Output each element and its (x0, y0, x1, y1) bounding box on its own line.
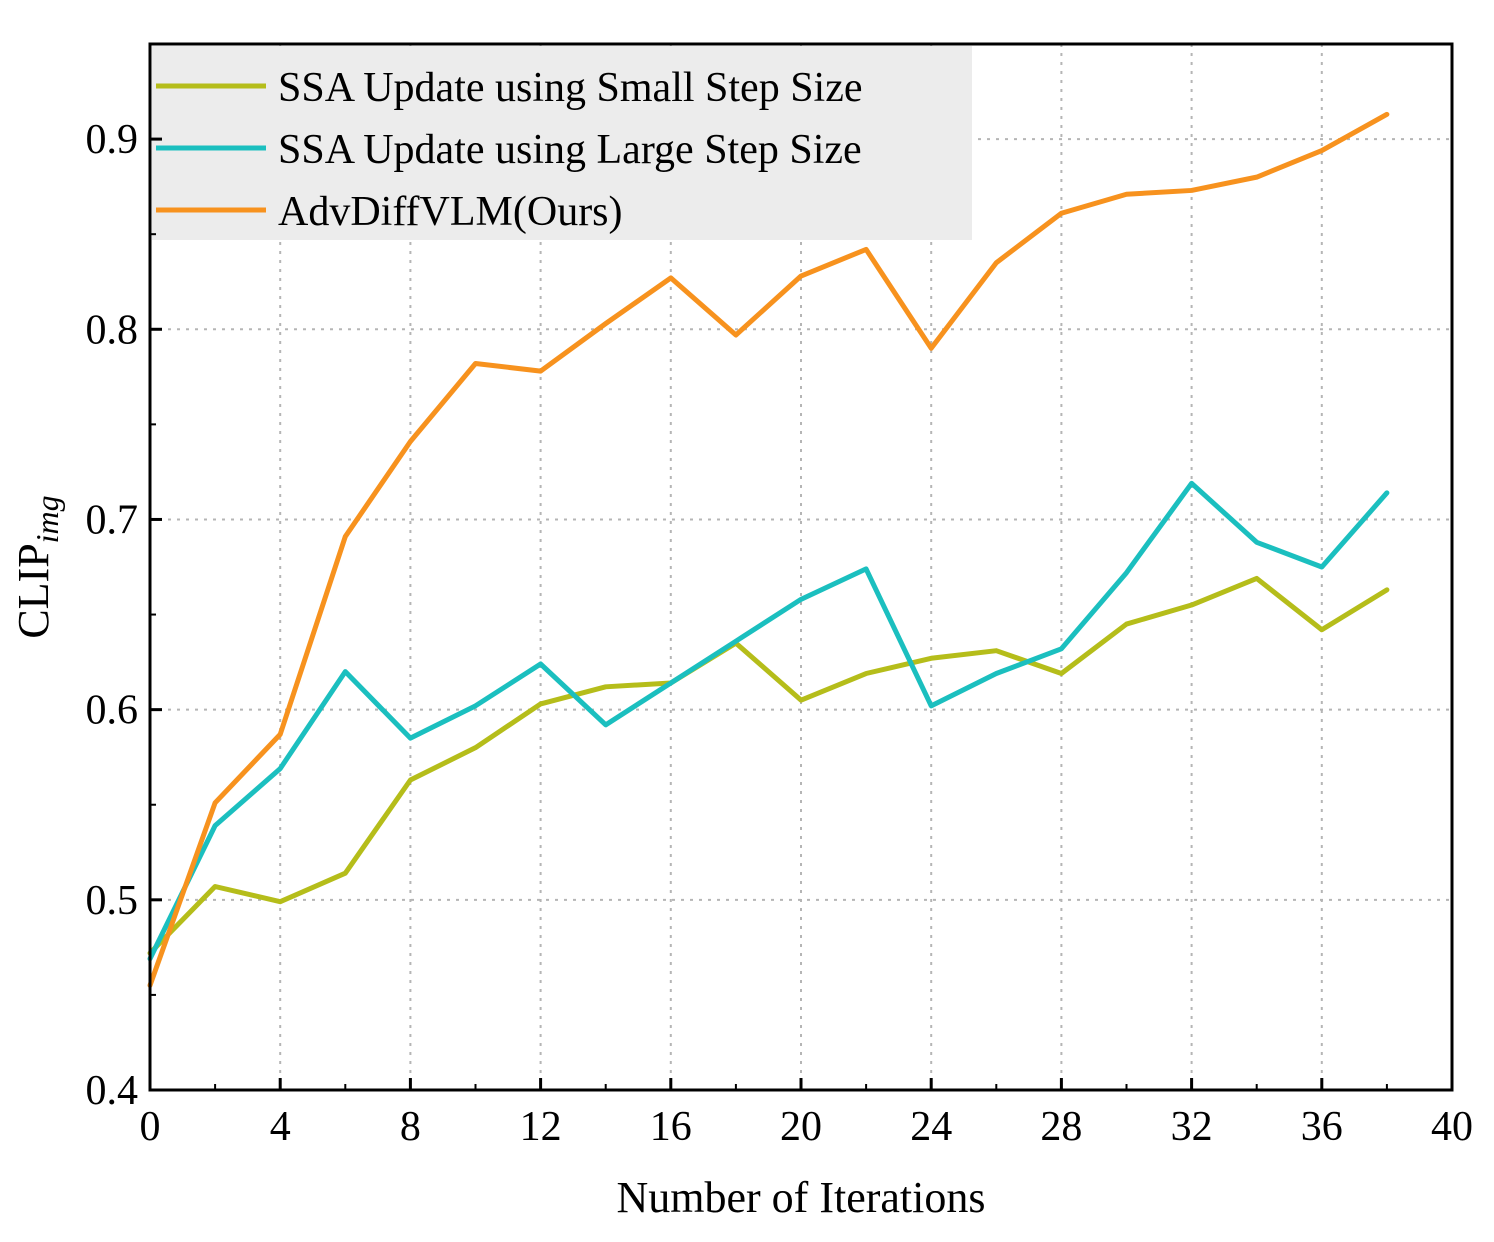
y-axis-title-subscript: img (29, 495, 65, 543)
y-tick-label: 0.7 (86, 497, 139, 543)
legend-label: AdvDiffVLM(Ours) (278, 189, 623, 235)
y-tick-label: 0.9 (86, 117, 139, 163)
legend-background (152, 46, 972, 240)
y-tick-label: 0.4 (86, 1068, 139, 1114)
x-tick-label: 40 (1431, 1104, 1473, 1150)
y-axis-title: CLIPimg (9, 495, 65, 638)
x-tick-label: 32 (1171, 1104, 1213, 1150)
series-line-2 (147, 111, 1390, 988)
x-tick-label: 16 (650, 1104, 692, 1150)
series-lines (147, 111, 1390, 988)
legend: SSA Update using Small Step Size SSA Upda… (152, 46, 972, 240)
series-line-1 (147, 480, 1390, 962)
x-tick-label: 4 (270, 1104, 291, 1150)
x-tick-label: 12 (520, 1104, 562, 1150)
x-tick-label: 0 (140, 1104, 161, 1150)
y-tick-label: 0.6 (86, 688, 139, 734)
x-tick-label: 28 (1040, 1104, 1082, 1150)
legend-label: SSA Update using Small Step Size (278, 65, 863, 111)
x-tick-labels: 0 4 8 12 16 20 24 28 32 36 40 (140, 1104, 1474, 1150)
series-line-0 (147, 575, 1390, 956)
legend-label: SSA Update using Large Step Size (278, 127, 862, 173)
x-axis-title: Number of Iterations (617, 1173, 986, 1222)
y-tick-label: 0.8 (86, 307, 139, 353)
axis-ticks (148, 137, 1454, 1092)
x-tick-label: 20 (780, 1104, 822, 1150)
x-tick-label: 8 (400, 1104, 421, 1150)
x-tick-label: 36 (1301, 1104, 1343, 1150)
y-tick-labels: 0.4 0.5 0.6 0.7 0.8 0.9 (86, 117, 139, 1114)
y-tick-label: 0.5 (86, 878, 139, 924)
y-axis-title-main: CLIP (9, 543, 58, 638)
x-tick-label: 24 (910, 1104, 952, 1150)
